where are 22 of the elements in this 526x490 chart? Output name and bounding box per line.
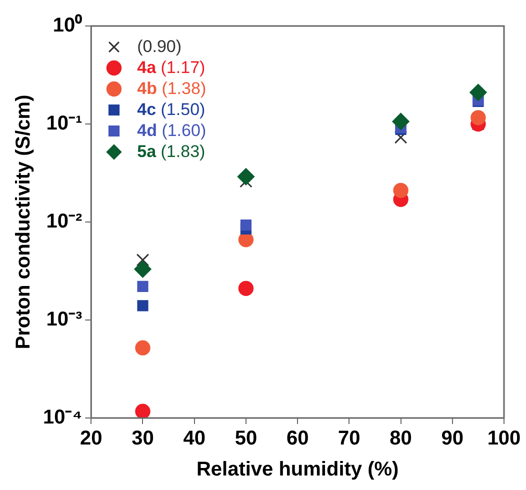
- x-tick-label: 30: [132, 428, 154, 450]
- legend-label: 4c (1.50): [137, 99, 206, 120]
- x-tick-label: 100: [487, 428, 521, 450]
- x-tick-label: 50: [234, 428, 258, 450]
- y-tick-label: 10⁻¹: [46, 112, 82, 135]
- legend-label: (0.90): [137, 36, 182, 57]
- x-tick-label: 80: [390, 428, 412, 450]
- x-tick-label: 40: [183, 428, 206, 450]
- y-tick-label: 10⁰: [52, 14, 82, 37]
- x-axis-title: Relative humidity (%): [196, 458, 399, 481]
- x-tick-label: 20: [80, 428, 102, 450]
- y-tick-label: 10⁻³: [46, 308, 82, 331]
- y-tick-label: 10⁻²: [46, 210, 82, 233]
- y-tick-label: 10⁻⁴: [43, 406, 82, 429]
- legend-label: 4d (1.60): [137, 120, 206, 141]
- legend-label: 4b (1.38): [137, 78, 206, 99]
- legend-label: 5a (1.83): [137, 141, 206, 162]
- x-tick-label: 90: [441, 428, 464, 450]
- legend-label: 4a (1.17): [137, 57, 206, 78]
- x-tick-label: 60: [286, 428, 309, 450]
- x-tick-label: 70: [338, 428, 360, 450]
- y-axis-title: Proton conductivity (S/cm): [12, 94, 35, 350]
